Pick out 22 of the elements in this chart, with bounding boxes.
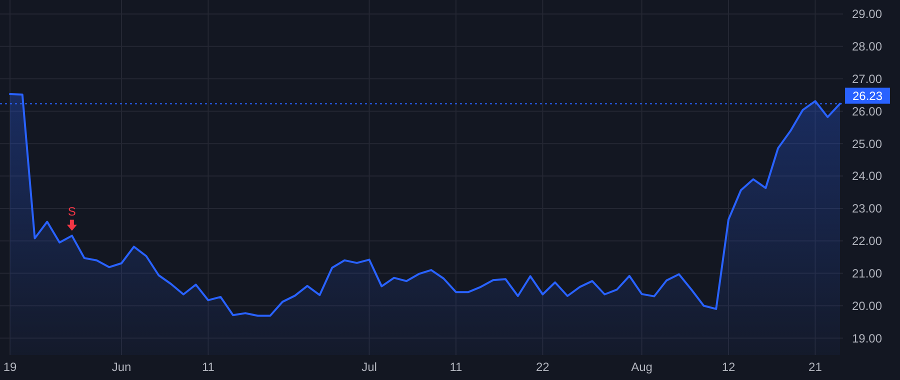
x-tick-label: Jun (112, 360, 132, 374)
x-tick-label: Jul (362, 360, 377, 374)
y-tick-label: 24.00 (852, 169, 882, 184)
y-tick-label: 22.00 (852, 234, 882, 248)
y-tick-label: 23.00 (852, 202, 882, 216)
y-tick-label: 25.00 (852, 136, 882, 151)
y-tick-label: 28.00 (852, 40, 882, 54)
x-tick-label: 11 (450, 360, 463, 374)
y-tick-label: 27.00 (852, 72, 882, 86)
y-tick-label: 19.00 (852, 331, 882, 346)
x-tick-label: 22 (536, 360, 550, 374)
annotation: S (68, 204, 76, 219)
x-tick-label: 11 (202, 360, 215, 374)
x-tick-label: 19 (3, 360, 17, 374)
y-tick-label: 21.00 (852, 266, 882, 280)
y-tick-label: 20.00 (852, 298, 882, 313)
y-tick-label: 29.00 (852, 7, 882, 22)
x-tick-label: Aug (631, 360, 652, 374)
x-tick-label: 12 (722, 360, 736, 374)
x-tick-label: 21 (808, 360, 822, 374)
ref-line-label: 26.23 (852, 88, 883, 103)
y-tick-label: 26.00 (852, 104, 882, 118)
